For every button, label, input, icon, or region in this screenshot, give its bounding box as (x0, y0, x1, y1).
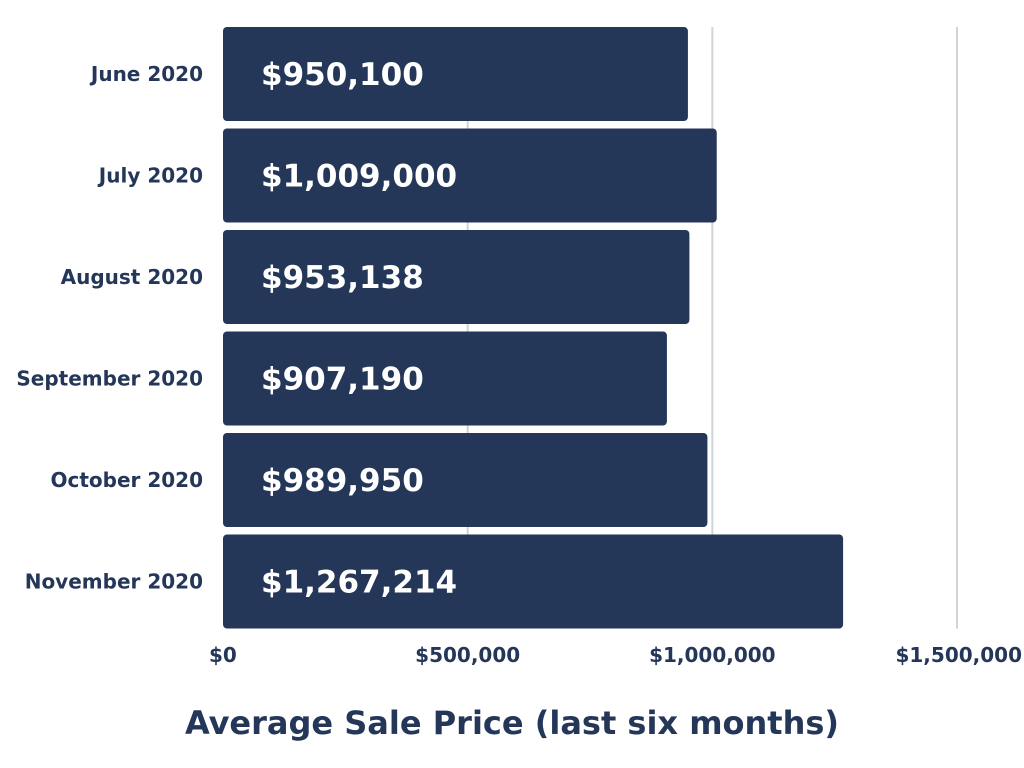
bar-value-label: $950,100 (261, 57, 424, 93)
category-label: August 2020 (61, 265, 203, 289)
x-tick-label: $1,500,000 (895, 643, 1022, 667)
bar-value-label: $989,950 (261, 463, 424, 499)
bar (223, 534, 844, 629)
category-label: November 2020 (25, 570, 203, 594)
category-label: September 2020 (16, 367, 203, 391)
chart-title: Average Sale Price (last six months) (185, 704, 839, 742)
category-label: July 2020 (97, 164, 203, 188)
category-label: October 2020 (50, 468, 203, 492)
bar (223, 128, 717, 223)
bar-value-label: $907,190 (261, 362, 424, 398)
category-label: June 2020 (89, 62, 203, 86)
x-tick-label: $500,000 (415, 643, 520, 667)
x-tick-label: $0 (209, 643, 237, 667)
bar (223, 230, 690, 324)
bar-value-label: $953,138 (261, 260, 424, 296)
bar-value-label: $1,267,214 (261, 565, 457, 601)
x-tick-label: $1,000,000 (649, 643, 776, 667)
gridlines (466, 27, 958, 629)
category-labels: June 2020 July 2020 August 2020 September 2… (16, 62, 203, 594)
bars: $950,100 $1,009,000 $953,138 $907,190 $989,9… (223, 27, 844, 629)
x-axis-ticks: $0 $500,000 $1,000,000 $1,500,000 (209, 643, 1022, 667)
bar (223, 27, 688, 121)
bar (223, 433, 708, 527)
bar (223, 331, 667, 426)
bar-value-label: $1,009,000 (261, 159, 457, 195)
